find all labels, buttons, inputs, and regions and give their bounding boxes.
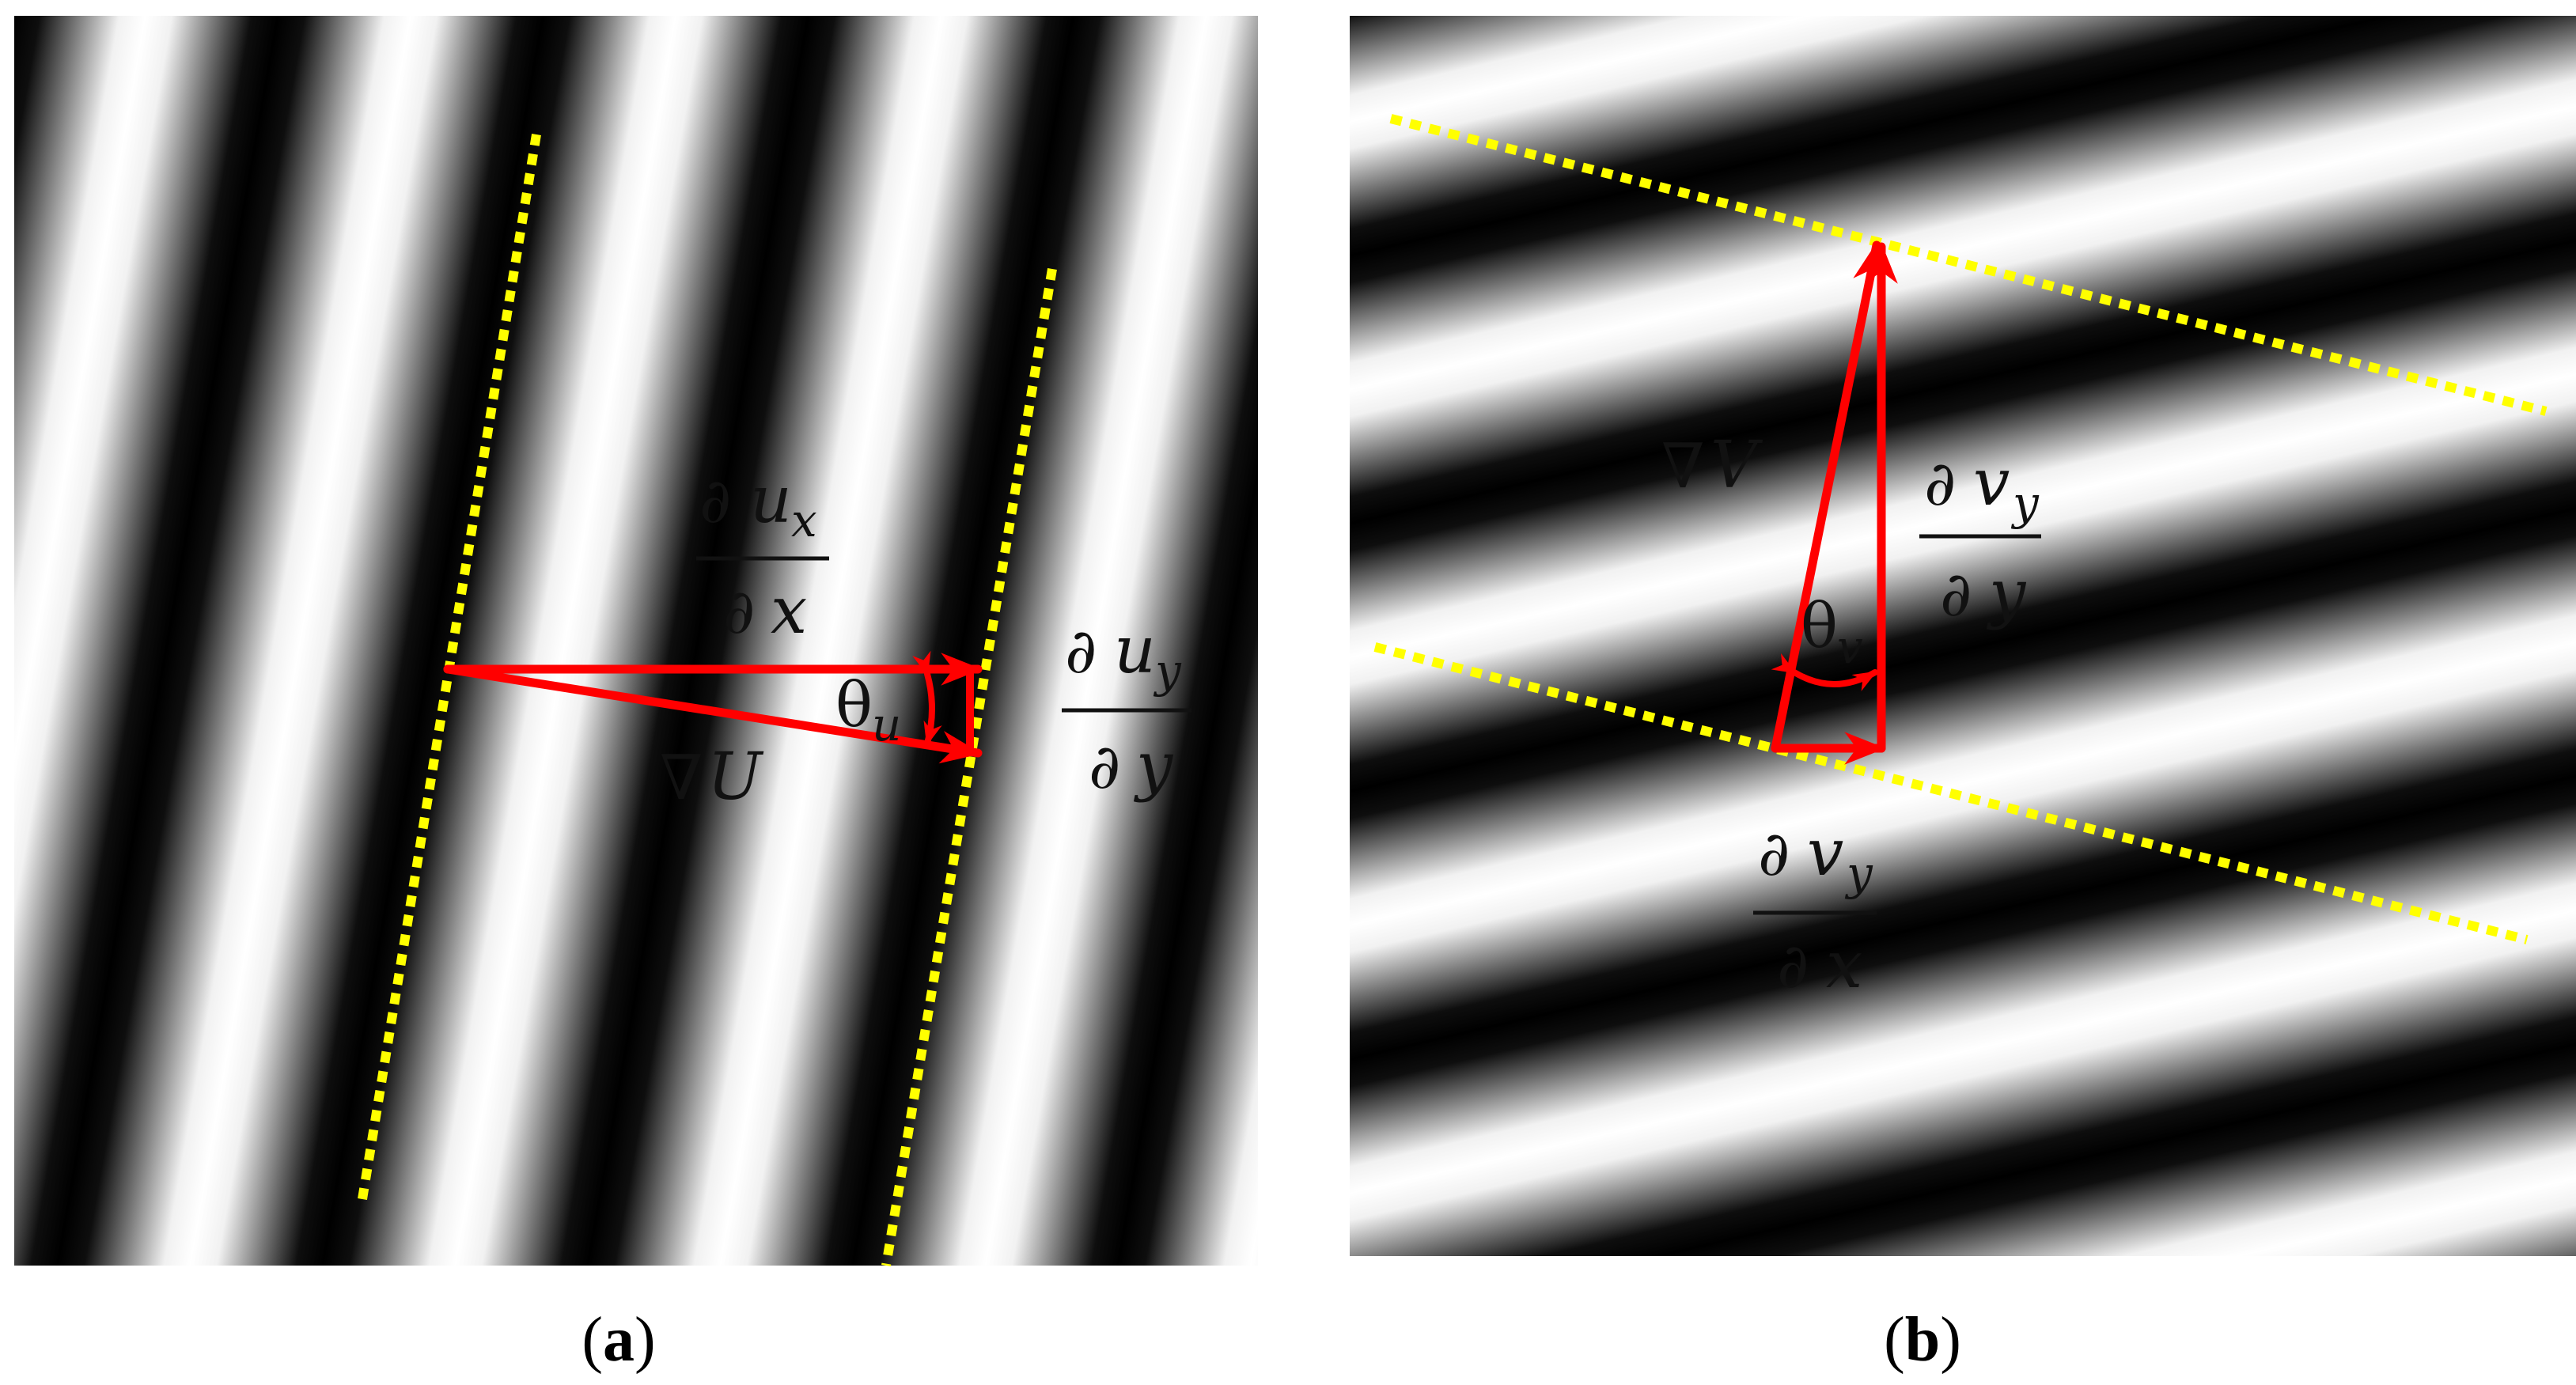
fringe-pattern-b — [1350, 16, 2576, 1256]
svg-text:V: V — [1710, 428, 1763, 503]
fringe-line-b-bottom — [1373, 642, 2529, 944]
vector-group-b — [1771, 240, 1898, 765]
svg-text:y: y — [2010, 476, 2040, 530]
svg-text:y: y — [1153, 644, 1182, 698]
svg-text:U: U — [707, 740, 764, 815]
svg-text:∂: ∂ — [1065, 616, 1097, 687]
svg-text:v: v — [1807, 815, 1843, 891]
fringe-line-a-right — [881, 268, 1057, 1266]
label-grad-v: ∇ V — [1661, 428, 1763, 503]
panel-a: ∂ u x ∂ x ∂ u y ∂ y θ u ∇ U (a) — [14, 16, 1258, 1375]
svg-text:∂: ∂ — [699, 466, 731, 537]
caption-b: (b) — [1884, 1305, 1961, 1375]
label-theta-v: θ v — [1801, 591, 1863, 674]
svg-text:y: y — [1844, 846, 1873, 900]
fringe-pattern-a — [14, 16, 1258, 1266]
svg-text:∂: ∂ — [1089, 732, 1120, 803]
svg-text:x: x — [1826, 928, 1862, 1003]
label-dvy-dy: ∂ v y ∂ y — [1919, 445, 2041, 631]
theta-v-arc — [1771, 653, 1878, 691]
svg-text:y: y — [1986, 556, 2027, 631]
label-duy-dy: ∂ u y ∂ y — [1062, 613, 1191, 804]
fringe-line-b-top — [1389, 114, 2548, 416]
svg-text:u: u — [750, 463, 792, 538]
caption-a: (a) — [581, 1305, 655, 1375]
svg-text:∇: ∇ — [660, 743, 703, 814]
svg-text:θ: θ — [835, 670, 873, 741]
panel-b: ∇ V ∂ v y ∂ y θ v ∂ v y ∂ x (b) — [1350, 16, 2576, 1375]
grad-u-vector — [443, 664, 983, 764]
svg-text:u: u — [1114, 613, 1156, 688]
theta-u-arc — [912, 650, 942, 747]
svg-text:θ: θ — [1801, 591, 1838, 662]
svg-text:∂: ∂ — [1777, 931, 1809, 1002]
svg-text:∂: ∂ — [1924, 448, 1956, 520]
svg-text:x: x — [771, 573, 807, 649]
vector-group-a — [443, 650, 983, 764]
label-dvy-dx: ∂ v y ∂ x — [1753, 815, 1877, 1003]
svg-text:∂: ∂ — [1758, 819, 1790, 890]
svg-text:y: y — [1133, 728, 1174, 804]
svg-text:x: x — [791, 494, 817, 547]
label-theta-u: θ u — [835, 670, 901, 751]
svg-text:∂: ∂ — [723, 577, 755, 648]
svg-text:u: u — [872, 698, 901, 751]
svg-text:∂: ∂ — [1940, 559, 1972, 630]
svg-text:∇: ∇ — [1661, 431, 1704, 502]
svg-text:v: v — [1837, 620, 1863, 674]
label-grad-u: ∇ U — [660, 740, 764, 815]
svg-text:v: v — [1973, 445, 2010, 520]
label-dux-dx: ∂ u x ∂ x — [696, 463, 829, 649]
